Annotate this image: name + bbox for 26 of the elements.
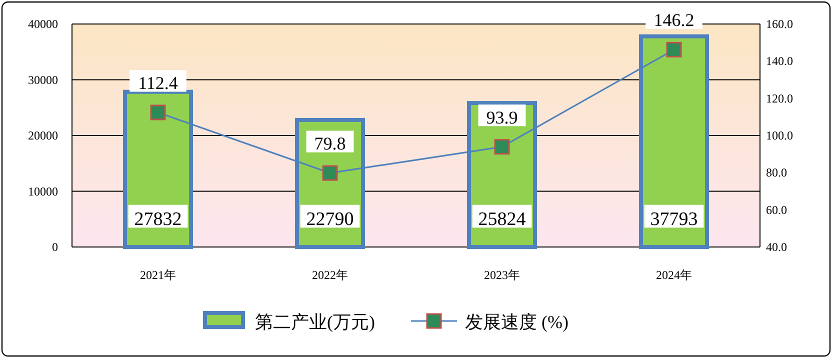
data-label: 25824 (478, 208, 526, 230)
y2-tick-label: 60.0 (766, 202, 787, 217)
legend-label: 第二产业(万元) (255, 312, 375, 332)
y-tick-label: 10000 (28, 184, 58, 198)
x-tick-label: 2024年 (656, 268, 692, 282)
y2-tick-label: 40.0 (766, 240, 787, 254)
x-tick-label: 2022年 (312, 268, 348, 282)
data-label: 27832 (134, 208, 182, 230)
y2-tick-label: 80.0 (766, 166, 787, 180)
y2-tick-label: 140.0 (766, 54, 793, 68)
x-tick-label: 2023年 (484, 268, 520, 282)
y2-tick-label: 120.0 (766, 91, 793, 106)
y-tick-label: 40000 (28, 17, 58, 31)
data-label: 22790 (306, 208, 354, 230)
legend-label: 发展速度 (%) (465, 312, 568, 332)
y-tick-label: 30000 (28, 72, 58, 87)
y2-tick-label: 160.0 (766, 17, 793, 31)
data-label: 93.9 (486, 107, 518, 128)
y-tick-label: 0 (52, 240, 58, 254)
data-label: 112.4 (138, 73, 178, 94)
y-tick-label: 20000 (28, 128, 58, 142)
data-label: 37793 (650, 208, 698, 230)
data-label: 79.8 (314, 134, 346, 154)
x-tick-label: 2021年 (140, 268, 176, 282)
y2-tick-label: 100.0 (766, 128, 793, 142)
data-label: 146.2 (654, 10, 694, 30)
